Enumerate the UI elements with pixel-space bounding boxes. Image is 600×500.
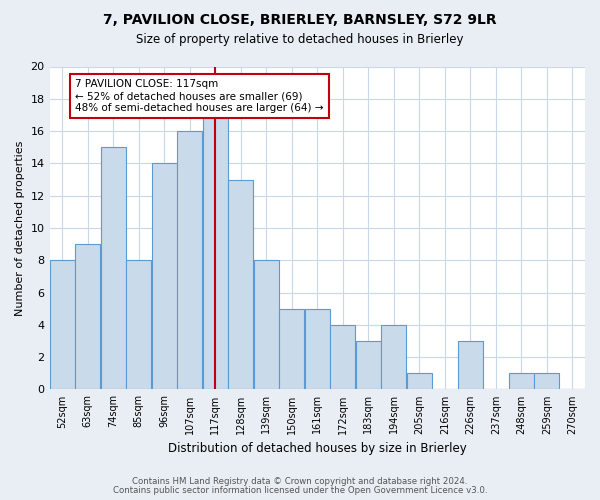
Bar [127, 260, 151, 390]
Bar [382, 325, 406, 390]
Y-axis label: Number of detached properties: Number of detached properties [15, 140, 25, 316]
Bar [331, 325, 355, 390]
Bar [50, 260, 74, 390]
Bar [254, 260, 278, 390]
Bar [535, 374, 559, 390]
Text: Contains public sector information licensed under the Open Government Licence v3: Contains public sector information licen… [113, 486, 487, 495]
Bar [280, 308, 304, 390]
Text: 7 PAVILION CLOSE: 117sqm
← 52% of detached houses are smaller (69)
48% of semi-d: 7 PAVILION CLOSE: 117sqm ← 52% of detach… [75, 80, 323, 112]
Bar [458, 341, 482, 390]
Bar [229, 180, 253, 390]
X-axis label: Distribution of detached houses by size in Brierley: Distribution of detached houses by size … [168, 442, 467, 455]
Text: Contains HM Land Registry data © Crown copyright and database right 2024.: Contains HM Land Registry data © Crown c… [132, 477, 468, 486]
Bar [356, 341, 380, 390]
Text: Size of property relative to detached houses in Brierley: Size of property relative to detached ho… [136, 32, 464, 46]
Bar [203, 115, 227, 390]
Bar [509, 374, 533, 390]
Bar [305, 308, 329, 390]
Bar [152, 164, 176, 390]
Text: 7, PAVILION CLOSE, BRIERLEY, BARNSLEY, S72 9LR: 7, PAVILION CLOSE, BRIERLEY, BARNSLEY, S… [103, 12, 497, 26]
Bar [178, 131, 202, 390]
Bar [76, 244, 100, 390]
Bar [407, 374, 431, 390]
Bar [101, 147, 125, 390]
